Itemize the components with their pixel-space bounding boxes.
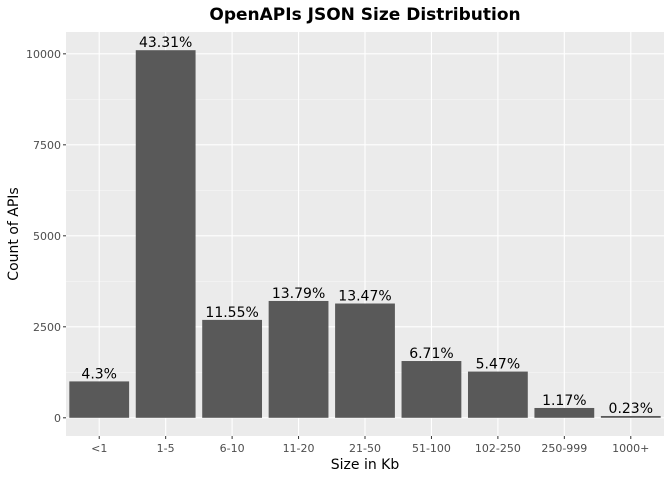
y-axis-title: Count of APIs (6, 187, 22, 280)
y-axis: 0 2500 5000 7500 10000 (26, 48, 66, 425)
bar (268, 300, 329, 418)
x-tick-label: 250-999 (541, 442, 587, 455)
bar (467, 371, 528, 418)
x-tick-label: 1-5 (157, 442, 175, 455)
x-tick-label: 1000+ (612, 442, 649, 455)
bar (600, 415, 661, 418)
data-label: 0.23% (609, 401, 653, 417)
bar (335, 303, 395, 418)
data-label: 5.47% (476, 357, 520, 373)
data-label: 1.17% (542, 393, 586, 409)
x-tick-label: <1 (91, 442, 107, 455)
bar (401, 361, 462, 418)
data-label: 11.55% (205, 305, 258, 321)
x-tick-label: 6-10 (220, 442, 245, 455)
data-label: 43.31% (139, 35, 192, 51)
x-tick-label: 51-100 (412, 442, 451, 455)
bar (135, 50, 196, 418)
data-label: 13.79% (272, 286, 325, 302)
chart-title: OpenAPIs JSON Size Distribution (209, 5, 520, 25)
data-label: 13.47% (338, 289, 391, 305)
y-tick-label: 7500 (33, 139, 61, 152)
x-axis: <1 1-5 6-10 11-20 21-50 51-100 102-250 250-999 1… (91, 436, 649, 455)
bar (534, 407, 595, 418)
x-tick-label: 11-20 (283, 442, 315, 455)
y-tick-label: 2500 (33, 321, 61, 334)
x-tick-label: 21-50 (349, 442, 381, 455)
data-label: 6.71% (409, 346, 453, 362)
data-label: 4.3% (81, 366, 117, 382)
x-tick-label: 102-250 (475, 442, 521, 455)
bar (202, 319, 263, 418)
y-tick-label: 5000 (33, 230, 61, 243)
data-labels: 4.3% 43.31% 11.55% 13.79% 13.47% 6.71% 5.47% 1.… (81, 35, 653, 417)
bar (69, 381, 130, 418)
y-tick-label: 10000 (26, 48, 61, 61)
x-axis-title: Size in Kb (331, 457, 400, 473)
y-tick-label: 0 (54, 412, 61, 425)
bars (69, 50, 661, 418)
